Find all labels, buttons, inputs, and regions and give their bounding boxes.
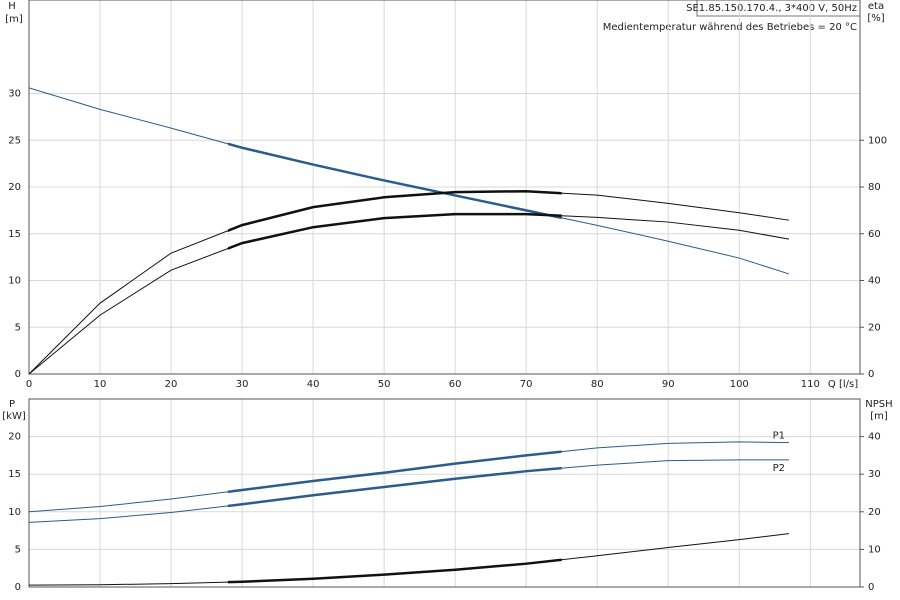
y-tick-label: 15	[8, 229, 21, 240]
series-label: P1	[773, 431, 785, 442]
x-tick-label: 80	[591, 379, 604, 390]
y2-label: eta	[868, 1, 884, 12]
operating-range	[227, 189, 562, 233]
y-tick-label: 20	[8, 182, 21, 193]
x-tick-label: 70	[520, 379, 533, 390]
y-tick-label: 0	[15, 582, 21, 593]
y2-tick-label: 80	[868, 182, 881, 193]
y-tick-label: 10	[8, 507, 21, 518]
curve	[28, 87, 790, 275]
y2-tick-label: 0	[868, 582, 874, 593]
y-tick-label: 10	[8, 276, 21, 287]
operating-range	[227, 558, 562, 584]
y-label: P	[9, 399, 15, 410]
curve	[28, 213, 790, 375]
x-tick-label: 100	[730, 379, 749, 390]
x-tick-label: 20	[165, 379, 178, 390]
y2-label: NPSH	[865, 399, 892, 410]
y2-tick-label: 20	[868, 322, 881, 333]
y2-tick-label: 60	[868, 229, 881, 240]
y2-tick-label: 40	[868, 432, 881, 443]
operating-range	[227, 142, 562, 220]
note: Medientemperatur während des Betriebes =…	[603, 22, 857, 33]
y-label: H	[8, 1, 16, 12]
operating-range	[227, 212, 562, 250]
y-unit: [m]	[5, 14, 23, 25]
operating-range	[227, 466, 562, 508]
header: SE1.85.150.170.4., 3*400 V, 50Hz	[686, 3, 857, 14]
y2-tick-label: 40	[868, 276, 881, 287]
y2-tick-label: 10	[868, 544, 881, 555]
x-tick-label: 110	[801, 379, 820, 390]
x-tick-label: 30	[236, 379, 249, 390]
x-tick-label: 90	[662, 379, 675, 390]
y2-tick-label: 30	[868, 469, 881, 480]
y-tick-label: 25	[8, 135, 21, 146]
y-tick-label: 5	[15, 322, 21, 333]
plot-frame	[28, 398, 861, 588]
x-tick-label: 50	[378, 379, 391, 390]
curve	[28, 441, 789, 513]
y-tick-label: 20	[8, 432, 21, 443]
y2-tick-label: 20	[868, 507, 881, 518]
curve	[28, 190, 790, 375]
y-tick-label: 0	[15, 369, 21, 380]
y2-tick-label: 100	[868, 135, 887, 146]
operating-range	[227, 450, 562, 494]
y-tick-label: 5	[15, 544, 21, 555]
x-tick-label: 10	[94, 379, 107, 390]
x-tick-label: 40	[307, 379, 320, 390]
y-tick-label: 15	[8, 469, 21, 480]
y2-unit: [%]	[867, 13, 884, 24]
y2-tick-label: 0	[868, 369, 874, 380]
x-tick-label: 60	[449, 379, 462, 390]
x-label: Q [l/s]	[828, 379, 858, 390]
series-label: P2	[773, 463, 785, 474]
y-unit: [kW]	[2, 411, 26, 422]
x-tick-label: 0	[26, 379, 32, 390]
plot-frame	[28, 0, 861, 375]
curve	[28, 533, 790, 586]
y-tick-label: 30	[8, 89, 21, 100]
y2-unit: [m]	[870, 411, 888, 422]
